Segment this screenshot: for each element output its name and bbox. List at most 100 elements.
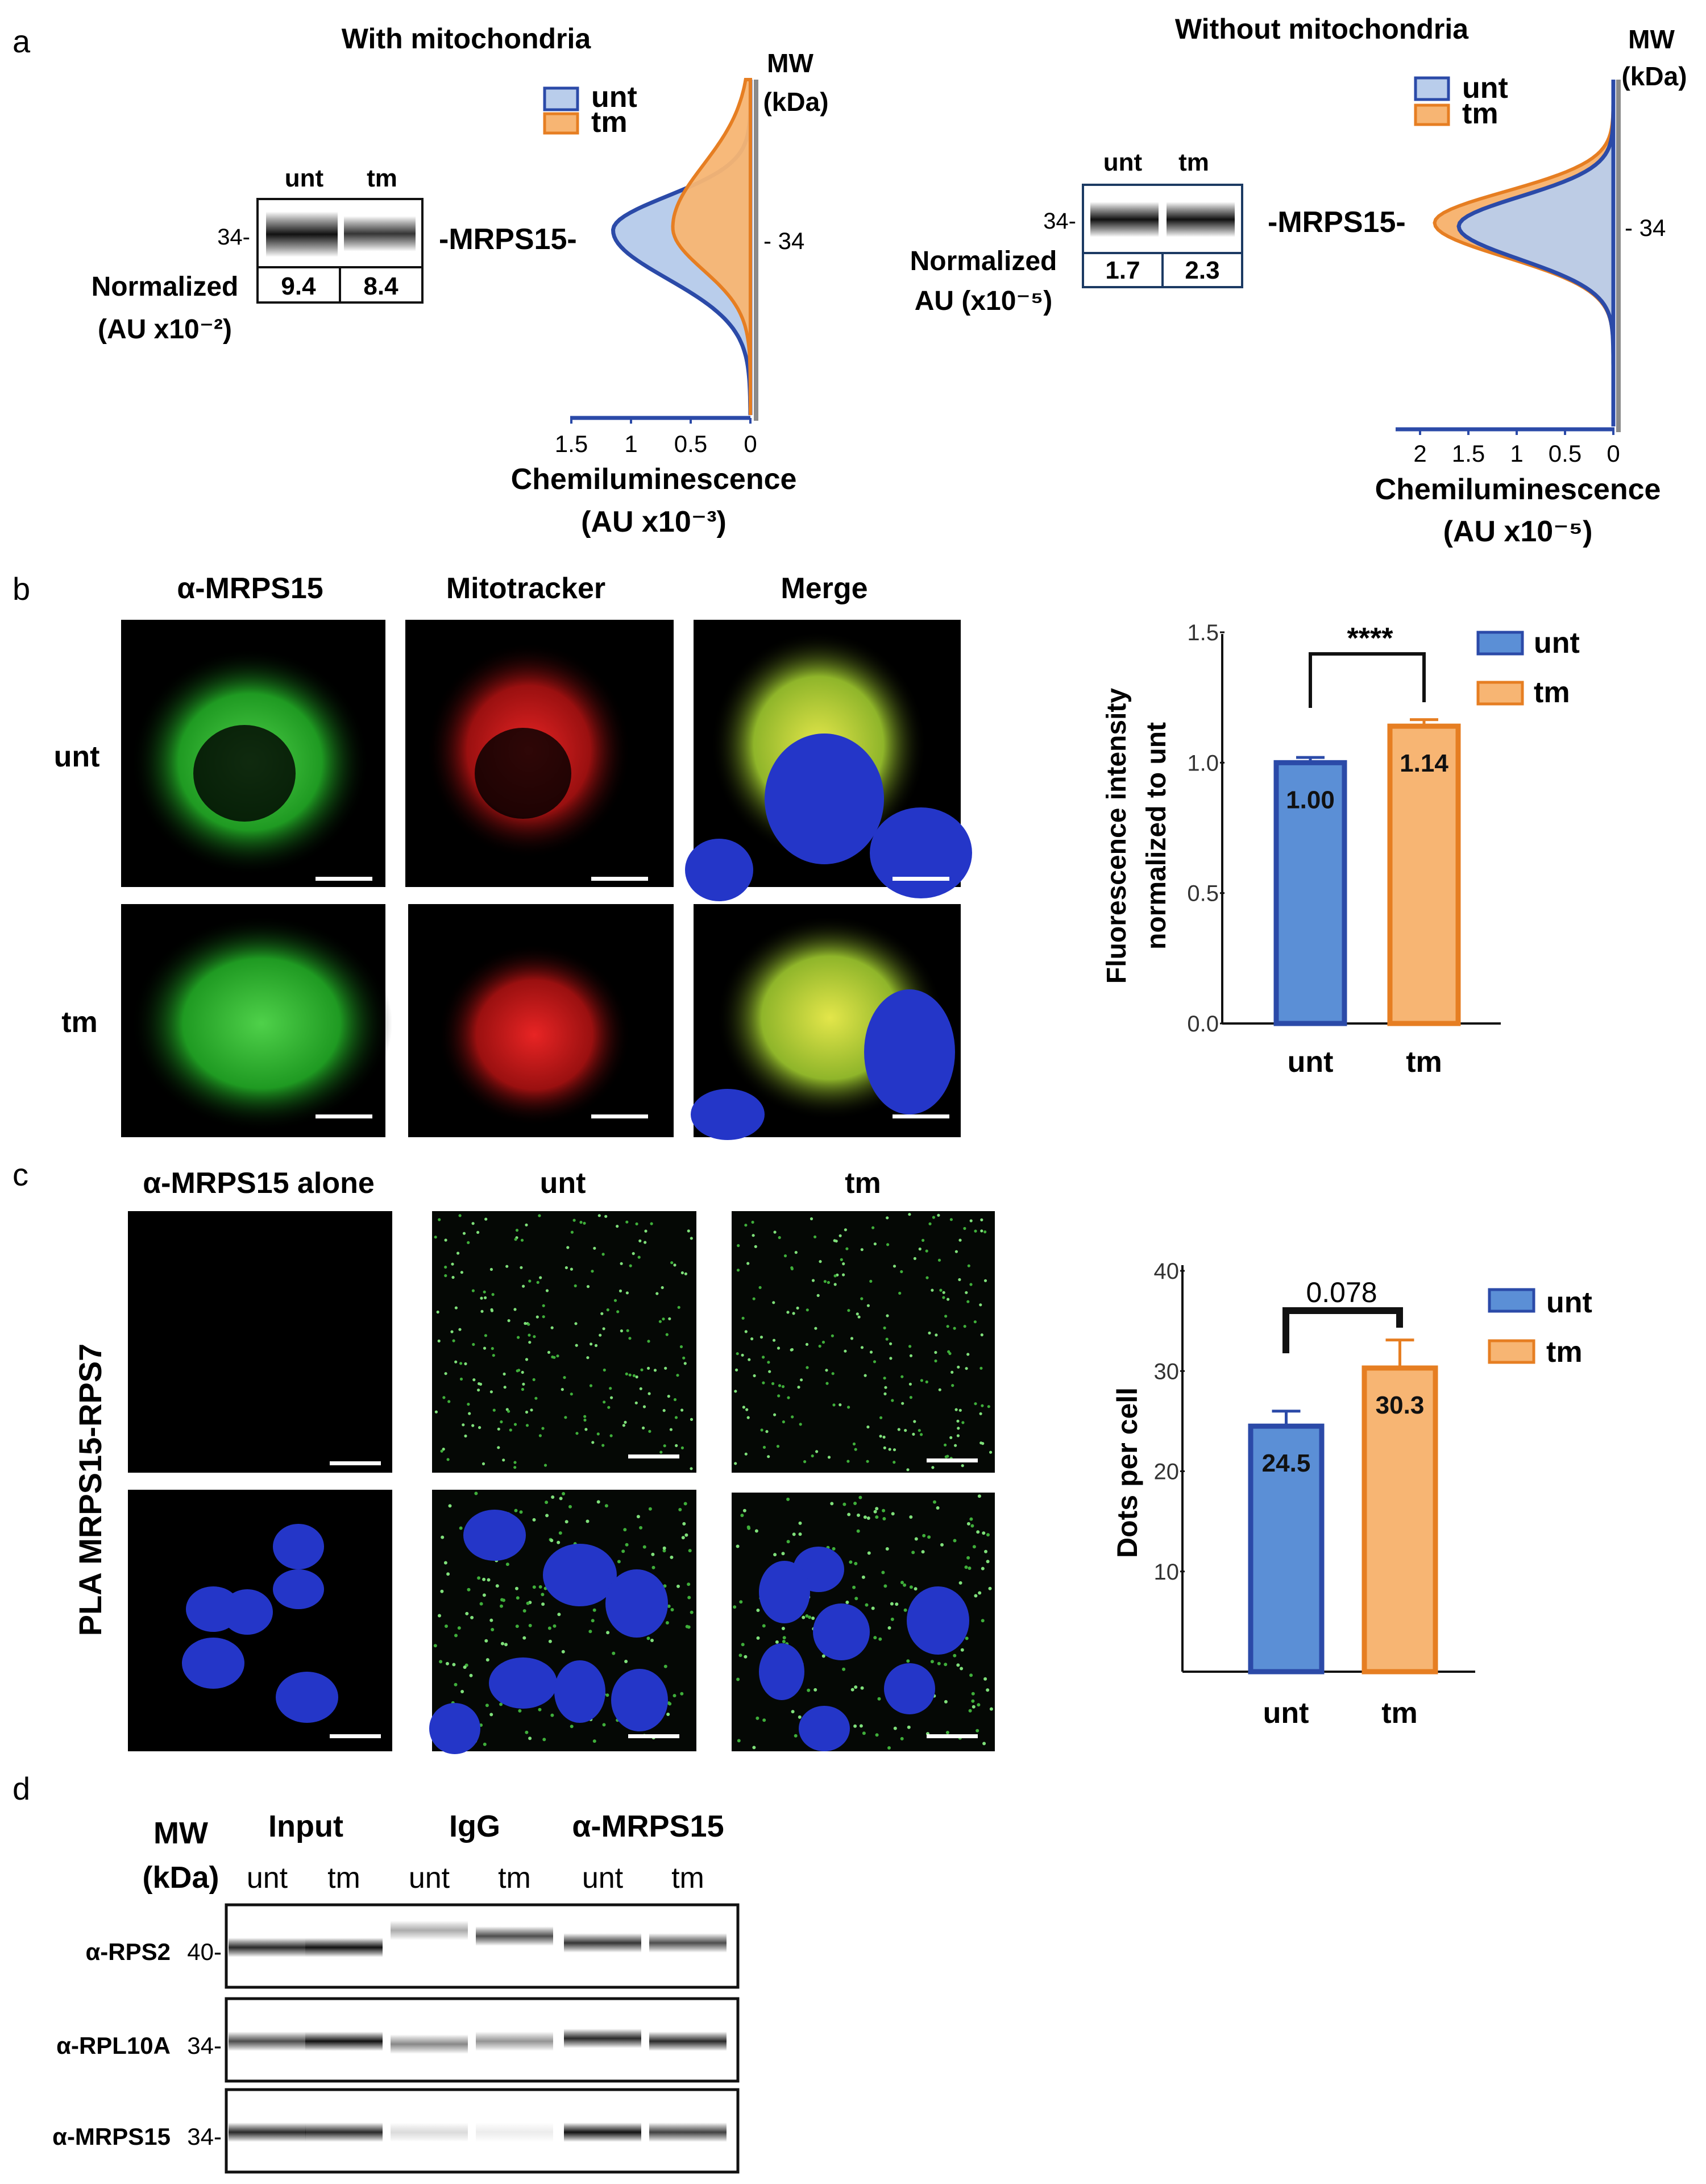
pla-dot (971, 1699, 975, 1703)
pla-dot (596, 1500, 600, 1504)
significance-label: **** (1347, 622, 1394, 655)
pla-dot (592, 1608, 596, 1612)
pla-dot (542, 1315, 545, 1319)
pla-dot (545, 1289, 549, 1292)
pla-dot (911, 1551, 915, 1555)
pla-dot (500, 1604, 503, 1608)
col-title-alone: α-MRPS15 alone (143, 1167, 375, 1200)
pla-dot (886, 1216, 889, 1220)
pla-dot (685, 1624, 689, 1628)
pla-dot (543, 1464, 547, 1467)
pla-dot (487, 1578, 491, 1582)
pla-dot (616, 1310, 620, 1313)
pla-dot (908, 1213, 911, 1216)
pla-dot (803, 1460, 807, 1464)
pla-dot (773, 1413, 777, 1416)
pla-dot (609, 1434, 613, 1437)
protein-label: -MRPS15- (1268, 206, 1406, 239)
pla-dot (483, 1290, 486, 1294)
pla-dot (639, 1526, 643, 1530)
pla-dot (690, 1418, 694, 1421)
pla-dot (610, 1396, 613, 1399)
chart-c-y-tick-label-1: 20 (1154, 1460, 1180, 1485)
pla-dot (744, 1330, 748, 1333)
pla-dot (444, 1372, 447, 1375)
pla-dot (623, 1528, 627, 1532)
pla-dot (866, 1425, 870, 1429)
pla-dot (550, 1713, 554, 1717)
pla-dot (895, 1602, 899, 1606)
pla-dot (683, 1502, 687, 1506)
blot-marker: 34- (217, 225, 250, 250)
pla-dot (773, 1553, 777, 1557)
pla-dot (440, 1589, 444, 1593)
pla-dot (491, 1293, 495, 1296)
pla-dot (684, 1533, 688, 1537)
pla-dot (563, 1376, 566, 1379)
pla-dot (665, 1621, 669, 1624)
pla-dot (786, 1497, 790, 1501)
micrograph-tm-mitotracker (408, 904, 674, 1137)
pla-dot (632, 1374, 636, 1377)
pla-dot (931, 1288, 934, 1292)
pla-dot (840, 1258, 843, 1261)
panel-d: MW (kDa) Input IgG α-MRPS15 unt tm unt tm un… (52, 1809, 740, 2174)
pla-dot (934, 1359, 937, 1363)
pla-dot (574, 1284, 577, 1287)
pla-dot (636, 1515, 640, 1519)
pla-dot (583, 1418, 587, 1422)
pla-dot (958, 1581, 962, 1585)
pla-dot (884, 1386, 887, 1389)
pla-dot (873, 1636, 877, 1640)
pla-dot (937, 1258, 941, 1262)
pla-dot (979, 1366, 983, 1370)
pla-dot (568, 1505, 572, 1509)
pla-dot (482, 1577, 486, 1581)
pla-dot (579, 1221, 583, 1224)
pla-dot (968, 1709, 972, 1713)
pla-dot (464, 1362, 467, 1366)
pla-dot (891, 1512, 895, 1516)
pla-dot (528, 1623, 532, 1627)
pla-dot (762, 1445, 766, 1449)
pla-dot (642, 1405, 646, 1408)
bar-chart-b: Fluorescence intensity normalized to unt… (1102, 620, 1580, 1079)
pla-dot (484, 1639, 488, 1643)
pla-dot (950, 1370, 954, 1374)
pla-dot (601, 1444, 605, 1447)
pla-dot (811, 1279, 815, 1282)
legend-swatch-tm (1414, 103, 1450, 126)
pla-dot (900, 1581, 904, 1585)
pla-dot (796, 1306, 799, 1310)
pla-dot (904, 1429, 907, 1432)
pla-dot (517, 1336, 520, 1339)
pla-dot (570, 1725, 574, 1729)
pla-dot (863, 1515, 867, 1519)
value-tm: 2.3 (1185, 256, 1219, 284)
norm-label-2: (AU x10⁻²) (98, 314, 232, 345)
pla-dot (854, 1561, 858, 1565)
pla-dot (460, 1271, 464, 1274)
legend-label-unt: unt (1462, 72, 1508, 105)
col-title-merge: Merge (781, 572, 867, 605)
pla-dot (750, 1337, 754, 1341)
pla-dot (647, 1340, 650, 1343)
pla-dot (626, 1329, 629, 1332)
pla-dot (854, 1448, 857, 1451)
pla-dot (865, 1603, 869, 1607)
pla-dot (782, 1420, 785, 1424)
pla-dot (953, 1327, 956, 1330)
pla-dot (541, 1602, 545, 1606)
pla-dot (842, 1502, 846, 1506)
pla-dot (956, 1434, 960, 1437)
pla-dot (736, 1677, 740, 1681)
pla-dot (679, 1345, 683, 1349)
pla-dot (612, 1651, 616, 1655)
pla-dot (658, 1320, 662, 1323)
pla-dot (918, 1429, 921, 1432)
pla-dot (443, 1561, 447, 1565)
pla-dot (480, 1296, 483, 1300)
pla-dot (504, 1643, 508, 1647)
pla-dot (920, 1379, 923, 1382)
a-right-x-tick-label-4: 0 (1607, 440, 1620, 467)
